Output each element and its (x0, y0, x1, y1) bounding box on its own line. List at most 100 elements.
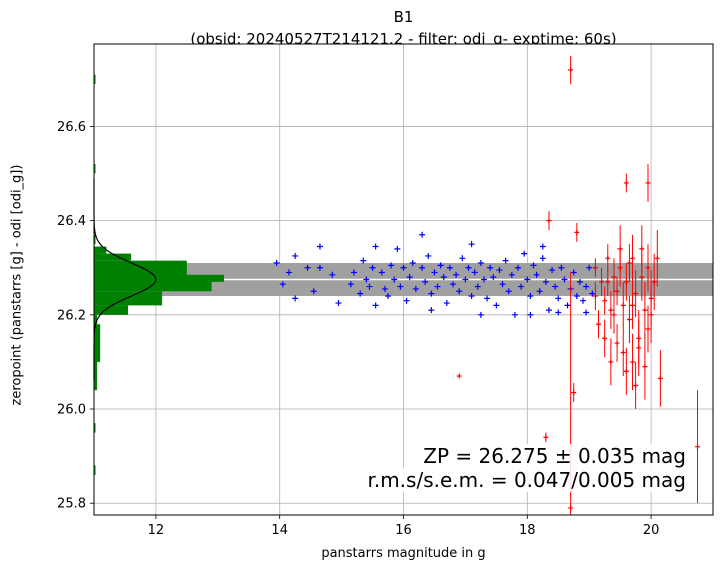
rejected-star-point (608, 307, 614, 313)
used-star-point (527, 311, 534, 318)
rejected-star-point (456, 373, 462, 379)
used-star-point (378, 269, 385, 276)
histogram-bar (94, 74, 96, 85)
used-star-point (428, 290, 435, 297)
used-star-point (471, 269, 478, 276)
used-star-point (508, 271, 515, 278)
used-star-point (589, 290, 596, 297)
used-star-point (388, 262, 395, 269)
used-star-point (403, 297, 410, 304)
used-star-point (440, 274, 447, 281)
used-stars (273, 231, 596, 318)
rejected-star-point (620, 302, 626, 308)
used-star-point (576, 278, 583, 285)
used-star-point (397, 283, 404, 290)
used-star-point (335, 300, 342, 307)
used-star-point (583, 283, 590, 290)
rejected-star-point (630, 302, 636, 308)
rejected-star-point (623, 279, 629, 285)
rejected-star-point (599, 279, 605, 285)
used-star-point (530, 262, 537, 269)
used-star-point (434, 283, 441, 290)
rejected-star-point (651, 279, 657, 285)
used-star-point (456, 288, 463, 295)
used-star-point (552, 283, 559, 290)
rejected-star-point (623, 368, 629, 374)
used-star-point (422, 278, 429, 285)
used-star-point (477, 260, 484, 267)
x-tick-label: 18 (519, 523, 536, 538)
rejected-star-point (623, 180, 629, 186)
rejected-star-point (633, 382, 639, 388)
rejected-stars (456, 55, 701, 515)
rejected-star-point (611, 274, 617, 280)
chart-title: B1 (393, 8, 414, 26)
histogram-bar (94, 234, 96, 245)
histogram-bar (94, 253, 132, 261)
used-star-point (493, 302, 500, 309)
used-star-point (400, 264, 407, 271)
rejected-star-point (626, 317, 632, 323)
used-star-point (511, 311, 518, 318)
axes-frame (93, 43, 714, 516)
used-star-point (462, 276, 469, 283)
x-axis-label: panstarrs magnitude in g (321, 546, 486, 561)
rejected-star-point (571, 390, 577, 396)
rejected-star-point (636, 345, 642, 351)
used-star-point (502, 257, 509, 264)
histogram-bar (94, 164, 96, 174)
used-star-point (573, 292, 580, 299)
rejected-star-point (654, 255, 660, 261)
y-tick-label: 26.2 (57, 308, 86, 323)
used-star-point (443, 300, 450, 307)
rejected-star-point (648, 312, 654, 318)
rejected-star-point (645, 326, 651, 332)
histogram (94, 74, 224, 475)
used-star-point (570, 269, 577, 276)
rejected-star-point (639, 274, 645, 280)
used-star-point (484, 295, 491, 302)
used-star-point (533, 271, 540, 278)
x-tick-label: 14 (271, 523, 288, 538)
rejected-star-point (602, 335, 608, 341)
used-star-point (428, 307, 435, 314)
histogram-bar (94, 324, 101, 362)
used-star-point (542, 278, 549, 285)
rejected-star-point (645, 180, 651, 186)
ticks: 12 14 16 18 20 25.8 26.0 26.2 26.4 26.6 (57, 120, 659, 538)
histogram-bar (94, 260, 187, 278)
rejected-star-point (695, 444, 701, 450)
rejected-star-point (568, 67, 574, 73)
rejected-star-point (605, 255, 611, 261)
used-star-point (372, 243, 379, 250)
used-star-point (505, 288, 512, 295)
used-star-point (394, 245, 401, 252)
used-star-point (431, 269, 438, 276)
rejected-star-point (592, 293, 598, 299)
used-star-point (465, 264, 472, 271)
histogram-bar (94, 465, 96, 475)
used-star-point (292, 295, 299, 302)
used-star-point (409, 260, 416, 267)
y-axis-label: zeropoint (panstarrs [g] - odi [odi_g]) (9, 164, 25, 406)
used-star-point (310, 288, 317, 295)
rejected-star-point (568, 505, 574, 511)
used-star-point (477, 311, 484, 318)
histogram-bar (94, 274, 224, 282)
rejected-star-point (574, 229, 580, 235)
used-star-point (580, 297, 587, 304)
rejected-star-point (626, 260, 632, 266)
used-star-point (521, 250, 528, 257)
used-star-point (292, 252, 299, 259)
used-star-point (524, 276, 531, 283)
rejected-star-point (592, 265, 598, 271)
rejected-star-point (608, 359, 614, 365)
rejected-star-point (602, 298, 608, 304)
used-star-point (586, 264, 593, 271)
used-star-point (487, 264, 494, 271)
used-star-point (490, 274, 497, 281)
histogram-bar (94, 423, 96, 433)
used-star-point (518, 283, 525, 290)
used-star-point (468, 292, 475, 299)
used-star-point (329, 271, 336, 278)
